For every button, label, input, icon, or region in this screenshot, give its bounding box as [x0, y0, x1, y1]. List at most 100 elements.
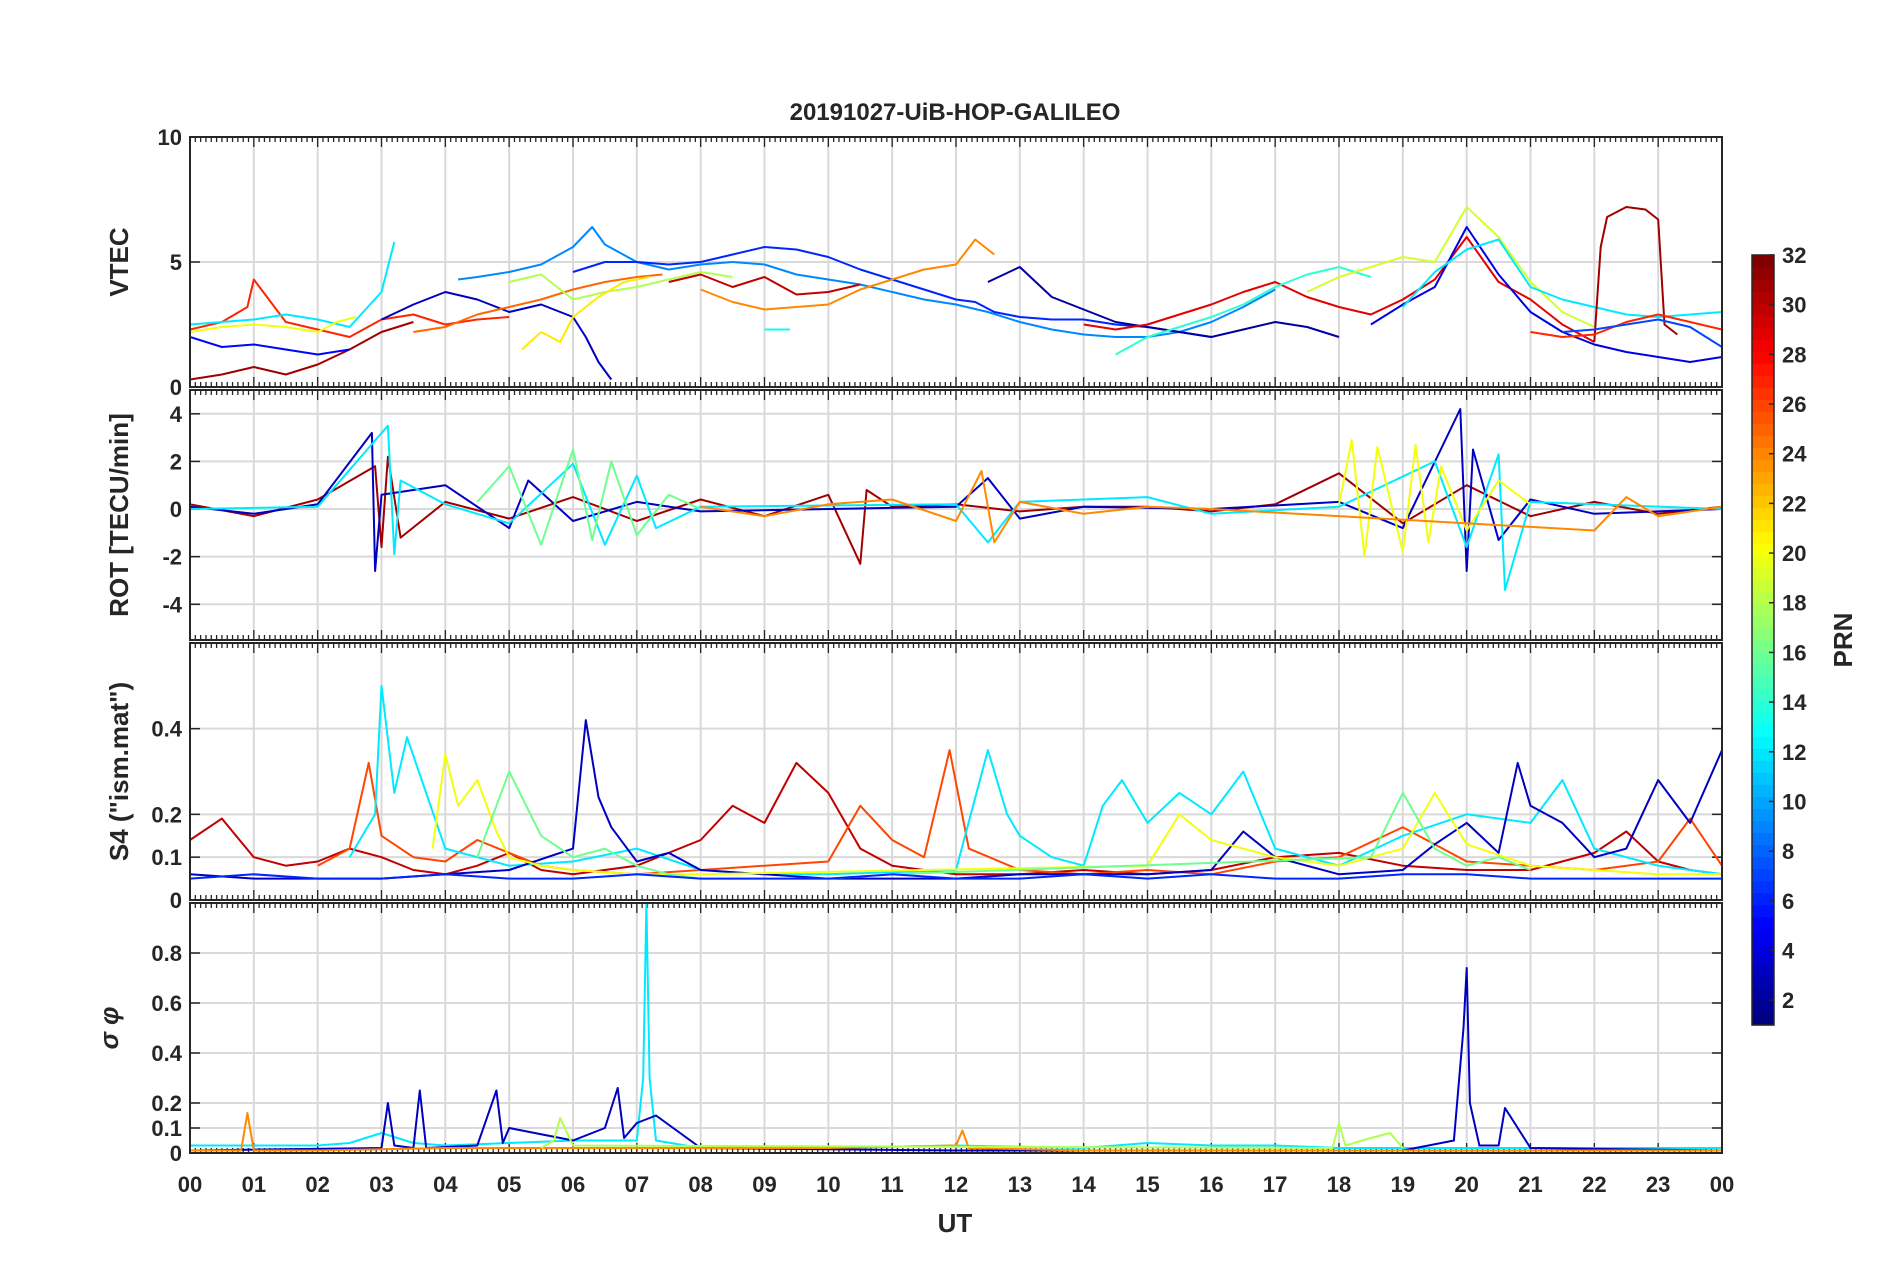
colorbar-segment	[1752, 627, 1774, 641]
colorbar-segment	[1752, 315, 1774, 328]
colorbar-label: PRN	[1828, 613, 1858, 668]
colorbar-segment	[1752, 760, 1774, 773]
panel-2: -4 -2 0 2 4 ROT [TECU/min]	[104, 389, 1723, 641]
series-prn-18	[508, 271, 733, 301]
y-tick-label: 0	[170, 888, 182, 913]
panel-frame	[189, 389, 1723, 641]
panel-3: 0 0.1 0.2 0.4 S4 ("ism.mat")	[104, 642, 1723, 913]
x-tick-label: 08	[688, 1172, 712, 1197]
y-tick-label: -4	[162, 592, 182, 617]
colorbar-segment	[1752, 327, 1774, 340]
series-prn-31	[190, 455, 1722, 565]
colorbar-tick-label: 30	[1782, 293, 1806, 318]
y-tick-label: 5	[170, 250, 182, 275]
series-prn-19	[1306, 206, 1595, 328]
colorbar-tick-label: 16	[1782, 640, 1806, 665]
series-prn-24	[700, 238, 995, 311]
series-prn-26	[317, 749, 1722, 876]
colorbar-segment	[1752, 736, 1774, 749]
colorbar-segment	[1752, 387, 1774, 400]
series-prn-7	[1562, 318, 1722, 348]
colorbar-segment	[1752, 603, 1774, 617]
x-tick-label: 05	[497, 1172, 521, 1197]
colorbar-tick-label: 10	[1782, 789, 1806, 814]
x-axis: 00 01 02 03 04 05 06 07 08 09 10 11 12 13 14 15 16 17 18 19…	[178, 1172, 1734, 1197]
colorbar-segment	[1752, 868, 1774, 882]
y-axis-label: σ φ	[94, 1007, 124, 1050]
colorbar-segment	[1752, 676, 1774, 689]
y-tick-label: 0.8	[151, 941, 182, 966]
y-axis-label: VTEC	[104, 227, 134, 297]
series-prn-20	[190, 316, 357, 333]
series-group	[190, 206, 1722, 381]
x-tick-label: 10	[816, 1172, 840, 1197]
colorbar-segment	[1752, 796, 1774, 810]
series-prn-6	[572, 246, 1212, 338]
colorbar-segment	[1752, 976, 1774, 990]
colorbar-tick-label: 12	[1782, 740, 1806, 765]
colorbar-tick-label: 18	[1782, 591, 1806, 616]
y-tick-label: 0.1	[151, 845, 182, 870]
colorbar-frame	[1751, 254, 1775, 1026]
colorbar-segment	[1752, 543, 1774, 557]
x-tick-label: 15	[1135, 1172, 1159, 1197]
colorbar-tick-label: 28	[1782, 342, 1806, 367]
colorbar-segment	[1752, 339, 1774, 352]
colorbar-tick-label: 22	[1782, 491, 1806, 516]
y-tick-label: 0	[170, 497, 182, 522]
y-tick-label: 0.6	[151, 991, 182, 1016]
colorbar-segment	[1752, 880, 1774, 894]
colorbar-tick-label: 32	[1782, 243, 1806, 268]
x-tick-label: 07	[625, 1172, 649, 1197]
colorbar-tick-label: 20	[1782, 541, 1806, 566]
x-tick-label: 16	[1199, 1172, 1223, 1197]
x-tick-label: 14	[1071, 1172, 1096, 1197]
series-group	[190, 408, 1722, 591]
colorbar-segment	[1752, 940, 1774, 954]
series-prn-20	[431, 753, 1722, 876]
series-prn-18	[540, 1117, 1404, 1149]
colorbar-segment	[1752, 664, 1774, 677]
y-tick-label: -2	[162, 545, 182, 570]
x-tick-label: 06	[561, 1172, 585, 1197]
colorbar-segment	[1752, 531, 1774, 545]
colorbar-segment	[1752, 303, 1774, 316]
colorbar-segment	[1752, 483, 1774, 497]
colorbar-tick-label: 8	[1782, 839, 1794, 864]
x-tick-label: 01	[242, 1172, 266, 1197]
colorbar-segment	[1752, 579, 1774, 593]
y-tick-label: 0.4	[151, 1041, 182, 1066]
colorbar-segment	[1752, 988, 1774, 1002]
colorbar-segment	[1752, 652, 1774, 665]
colorbar-segment	[1752, 916, 1774, 930]
x-tick-label: 13	[1008, 1172, 1032, 1197]
y-axis-label: ROT [TECU/min]	[104, 413, 134, 617]
colorbar-segment	[1752, 808, 1774, 822]
series-group	[190, 684, 1722, 880]
colorbar-tick-label: 2	[1782, 988, 1794, 1013]
x-tick-label: 00	[1710, 1172, 1734, 1197]
colorbar-segment	[1752, 964, 1774, 978]
y-tick-label: 2	[170, 449, 182, 474]
series-prn-3	[190, 967, 1722, 1152]
series-prn-31	[1593, 206, 1678, 343]
series-prn-14	[1115, 266, 1372, 356]
series-prn-27	[1530, 313, 1722, 338]
colorbar-segment	[1752, 555, 1774, 569]
series-prn-3	[381, 291, 613, 381]
colorbar-segment	[1752, 291, 1774, 304]
colorbar-segment	[1752, 856, 1774, 870]
colorbar-segment	[1752, 904, 1774, 918]
colorbar-segment	[1752, 279, 1774, 292]
series-prn-30	[190, 761, 1722, 876]
x-tick-label: 04	[433, 1172, 458, 1197]
colorbar-segment	[1752, 748, 1774, 761]
colorbar-segment	[1752, 688, 1774, 701]
x-tick-label: 00	[178, 1172, 202, 1197]
y-tick-label: 0	[170, 375, 182, 400]
series-prn-6	[190, 873, 1722, 880]
colorbar-tick-label: 6	[1782, 889, 1794, 914]
panel-frame	[189, 642, 1723, 901]
colorbar-segment	[1752, 820, 1774, 834]
